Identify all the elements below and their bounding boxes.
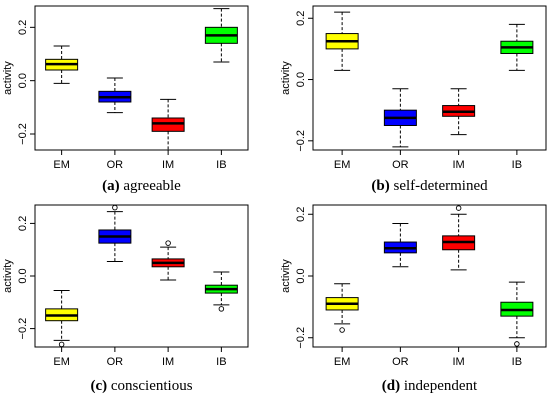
caption-letter: (c) <box>90 378 107 394</box>
box-OR <box>98 204 132 263</box>
box-OR <box>98 77 132 114</box>
panel-caption: (d) independent <box>382 378 478 394</box>
caption-letter: (a) <box>102 178 120 194</box>
y-axis-title: activity <box>280 61 292 95</box>
panel-caption: (a) agreeable <box>102 178 181 194</box>
y-tick-label: 0.2 <box>295 11 307 26</box>
panel-conscientious: −0.2 0.0 0.2 activity EM OR IM IB (c) conscienti… <box>2 204 249 394</box>
plot-frame <box>312 5 547 151</box>
caption-text: self-determined <box>390 178 488 194</box>
plot-frame <box>312 204 547 348</box>
x-tick-label: IB <box>512 159 522 171</box>
panel-caption: (b) self-determined <box>371 178 488 194</box>
caption-text: independent <box>400 378 478 394</box>
box-IB <box>204 8 238 63</box>
plot-frame <box>34 204 249 348</box>
box-EM <box>325 283 359 333</box>
caption-letter: (d) <box>382 378 400 394</box>
x-tick-label: OR <box>107 356 124 368</box>
y-tick-label: 0.2 <box>17 20 29 35</box>
x-tick-label: IM <box>162 356 174 368</box>
y-tick-label: −0.2 <box>17 318 29 340</box>
box-IB <box>500 23 534 71</box>
outlier-point <box>58 341 65 348</box>
box-EM <box>45 289 79 348</box>
outlier-point <box>112 204 118 211</box>
y-tick-label: −0.2 <box>17 123 29 145</box>
outlier-point <box>455 205 462 211</box>
y-tick-label: 0.0 <box>17 268 29 283</box>
y-axis-title: activity <box>2 259 14 293</box>
y-tick-label: −0.2 <box>295 327 307 349</box>
box-IM <box>442 88 476 136</box>
y-tick-label: 0.0 <box>17 73 29 88</box>
box-IB <box>500 281 534 347</box>
x-tick-label: EM <box>53 159 70 171</box>
y-tick-label: 0.0 <box>295 268 307 283</box>
y-tick-label: 0.2 <box>17 216 29 231</box>
box-OR <box>383 223 417 268</box>
box-OR <box>383 88 417 148</box>
box-EM <box>45 45 79 84</box>
box-EM <box>325 11 359 71</box>
y-axis-title: activity <box>2 61 14 95</box>
x-tick-label: OR <box>107 159 124 171</box>
caption-text: conscientious <box>107 378 193 394</box>
box-IM <box>442 205 476 271</box>
y-tick-label: −0.2 <box>295 130 307 152</box>
x-tick-label: IM <box>453 356 465 368</box>
x-tick-label: OR <box>392 356 409 368</box>
y-axis-title: activity <box>280 259 292 293</box>
outlier-point <box>339 327 345 333</box>
x-tick-label: IB <box>216 159 226 171</box>
caption-text: agreeable <box>120 178 182 194</box>
box-body <box>151 117 185 132</box>
panel-agreeable: −0.2 0.0 0.2 activity EM OR IM IB (a) agreeable <box>2 5 249 194</box>
x-tick-label: EM <box>334 356 351 368</box>
x-tick-label: EM <box>53 356 70 368</box>
box-IM <box>151 98 185 151</box>
x-tick-label: OR <box>392 159 409 171</box>
x-tick-label: IB <box>512 356 522 368</box>
outlier-point <box>514 341 520 347</box>
outlier-point <box>165 240 171 246</box>
panel-self-determined: −0.2 0.0 0.2 activity EM OR IM IB (b) self-deter… <box>280 5 547 194</box>
plot-frame <box>34 5 249 151</box>
panel-independent: −0.2 0.0 0.2 activity EM OR IM IB (d) independen… <box>280 204 547 394</box>
box-IM <box>151 240 185 281</box>
caption-letter: (b) <box>371 178 389 194</box>
panel-caption: (c) conscientious <box>90 378 192 394</box>
x-tick-label: IB <box>216 356 226 368</box>
x-tick-label: IM <box>453 159 465 171</box>
x-tick-label: IM <box>162 159 174 171</box>
box-IB <box>204 271 238 312</box>
outlier-point <box>218 306 225 312</box>
y-tick-label: 0.2 <box>295 207 307 222</box>
y-tick-label: 0.0 <box>295 72 307 87</box>
x-tick-label: EM <box>334 159 351 171</box>
